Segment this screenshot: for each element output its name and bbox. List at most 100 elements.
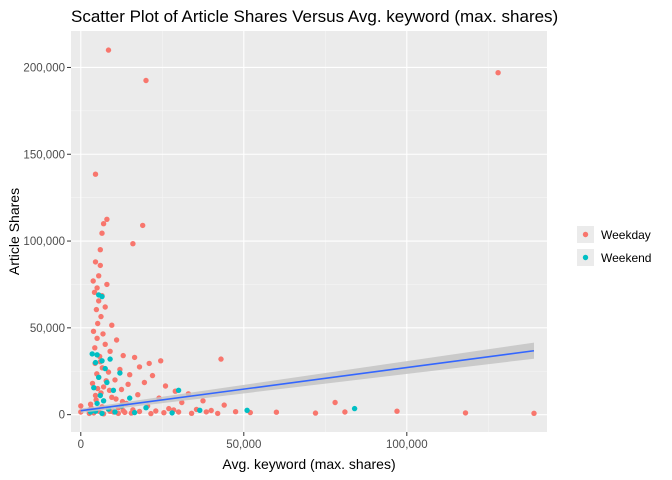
x-axis-title: Avg. keyword (max. shares) [222, 456, 395, 472]
point-weekday [96, 273, 102, 279]
point-weekday [136, 408, 143, 415]
point-weekend [107, 356, 113, 362]
point-weekday [100, 221, 107, 227]
grid-minor [71, 31, 547, 432]
point-weekday [100, 384, 107, 390]
point-weekday [273, 409, 280, 415]
point-weekday [394, 408, 400, 414]
point-weekday [97, 262, 104, 269]
point-weekday [158, 358, 164, 364]
point-weekday [203, 409, 209, 415]
point-weekend [94, 400, 100, 407]
point-weekday [92, 392, 99, 399]
point-weekday [141, 379, 148, 386]
point-weekday [102, 341, 108, 347]
point-weekday [136, 364, 143, 370]
y-tick-label: 100,000 [23, 236, 65, 248]
fit-line [80, 349, 535, 412]
point-weekday [200, 398, 206, 404]
point-weekend [91, 385, 97, 391]
point-weekend [169, 410, 175, 416]
point-weekday [179, 399, 185, 406]
point-weekday [149, 372, 156, 379]
point-weekend [117, 370, 123, 376]
point-weekday [495, 70, 501, 76]
point-weekday [462, 410, 469, 416]
point-weekday [146, 360, 152, 367]
point-weekday [118, 386, 125, 393]
legend: Weekday Weekend [577, 226, 651, 266]
point-weekday [208, 407, 214, 414]
point-weekday [98, 313, 104, 320]
y-tick-label: 50,000 [30, 323, 65, 335]
point-weekend [99, 358, 105, 364]
point-weekday [161, 410, 167, 416]
point-weekend [89, 351, 95, 357]
point-weekday [113, 337, 120, 343]
point-weekday [99, 230, 105, 236]
point-weekday [531, 410, 537, 416]
point-weekday [104, 216, 110, 222]
point-weekend [131, 409, 138, 416]
point-weekday [104, 281, 110, 288]
point-weekend [102, 365, 108, 372]
x-tick-label: 100,000 [386, 439, 428, 451]
point-weekday [97, 247, 104, 253]
y-axis: 0 50,000 100,000 150,000 200,000 [23, 62, 71, 422]
point-weekend [351, 405, 358, 412]
x-tick-label: 50,000 [226, 439, 261, 451]
y-tick-label: 0 [59, 410, 65, 422]
plot-panel [71, 31, 547, 432]
legend-label-weekday: Weekday [601, 228, 651, 242]
point-weekend [110, 387, 117, 393]
point-weekday [90, 278, 96, 284]
point-weekday [140, 222, 146, 229]
point-weekend [94, 352, 100, 358]
point-weekday [127, 372, 133, 378]
point-weekday [162, 383, 169, 389]
legend-swatch-weekday [582, 231, 589, 238]
point-weekday [342, 409, 348, 415]
point-weekend [99, 293, 105, 300]
point-weekday [135, 392, 141, 398]
point-weekday [188, 410, 195, 416]
point-weekday [332, 399, 338, 406]
point-weekday [106, 387, 113, 393]
point-weekday [105, 369, 112, 375]
legend-swatch-weekend [582, 254, 589, 261]
point-weekend [197, 407, 203, 413]
x-tick-label: 0 [78, 439, 84, 451]
point-weekday [100, 331, 106, 337]
point-weekend [99, 410, 105, 417]
fit-layer [80, 342, 535, 413]
chart-title: Scatter Plot of Article Shares Versus Av… [71, 7, 558, 26]
point-weekday [131, 354, 138, 361]
point-weekday [96, 298, 102, 304]
y-axis-title: Article Shares [6, 188, 22, 275]
point-weekend [97, 392, 104, 399]
point-weekday [89, 380, 96, 387]
point-weekend [127, 395, 133, 401]
point-weekday [105, 47, 112, 53]
point-weekday [107, 348, 113, 354]
point-weekend [143, 405, 149, 411]
point-weekday [148, 410, 154, 417]
point-weekday [218, 356, 224, 362]
point-weekday [78, 403, 84, 409]
point-weekday [109, 322, 115, 328]
point-weekday [120, 352, 126, 359]
point-weekday [130, 241, 136, 247]
point-weekday [95, 320, 101, 327]
point-weekday [125, 381, 131, 387]
point-weekday [112, 377, 118, 383]
point-weekday [120, 407, 126, 414]
point-weekday [92, 345, 98, 351]
point-weekday [94, 285, 100, 291]
point-weekend [175, 387, 182, 393]
point-weekday [102, 304, 108, 310]
point-weekday [215, 410, 221, 417]
point-weekday [143, 77, 149, 84]
point-weekend [244, 407, 250, 413]
legend-label-weekend: Weekend [601, 251, 651, 265]
